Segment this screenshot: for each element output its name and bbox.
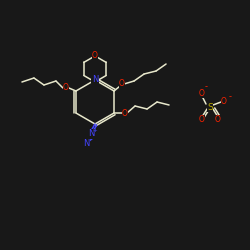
Text: -: - [228, 92, 232, 102]
Text: N: N [83, 140, 89, 148]
Text: O: O [199, 88, 205, 98]
Text: -: - [204, 82, 208, 92]
Text: N: N [92, 76, 98, 84]
Text: +: + [92, 128, 98, 134]
Text: S: S [207, 102, 213, 112]
Text: O: O [221, 98, 227, 106]
Text: O: O [199, 116, 205, 124]
Text: O: O [63, 84, 69, 92]
Text: O: O [215, 116, 221, 124]
Text: O: O [122, 108, 128, 118]
Text: O: O [119, 80, 125, 88]
Text: O: O [92, 52, 98, 60]
Text: N: N [88, 130, 94, 138]
